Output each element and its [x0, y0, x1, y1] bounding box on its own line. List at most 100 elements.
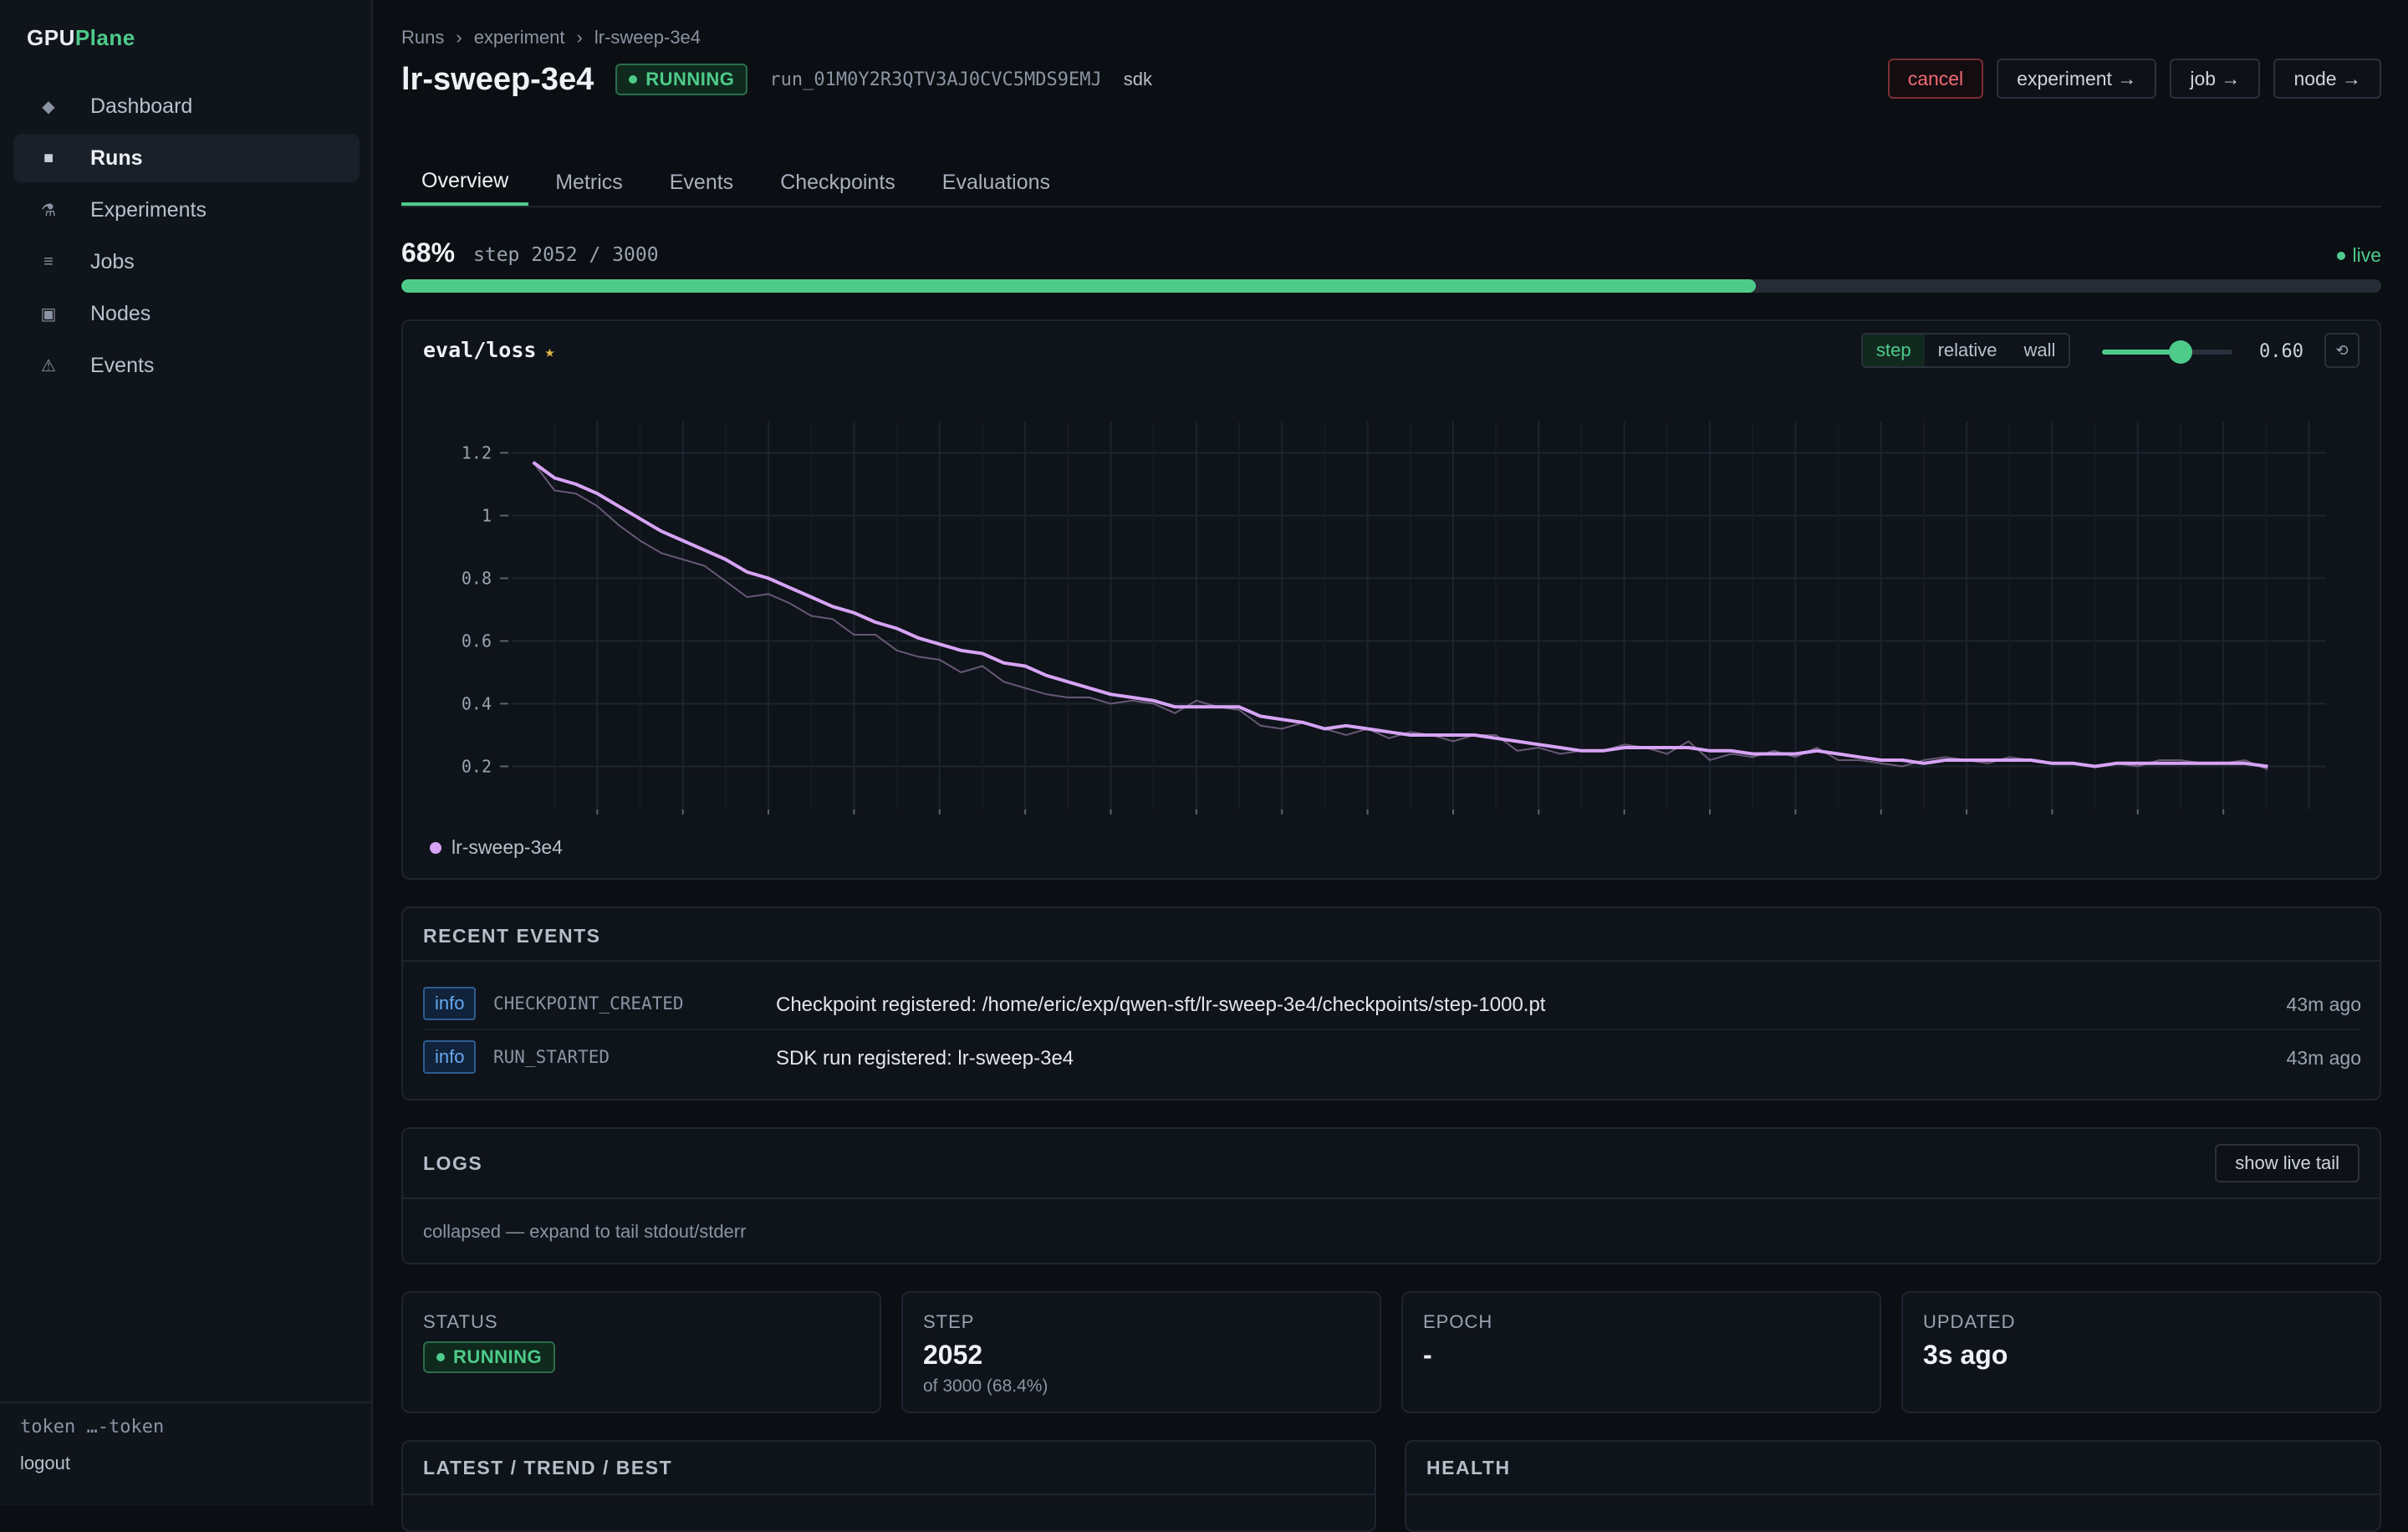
- event-row[interactable]: info CHECKPOINT_CREATED Checkpoint regis…: [423, 977, 2361, 1025]
- progress-summary: 68% step 2052 / 3000 live: [401, 237, 2381, 271]
- divider: [403, 960, 2380, 962]
- sidebar-item-label: Runs: [90, 146, 143, 170]
- progress-bar-fill: [401, 279, 1756, 293]
- tab-overview[interactable]: Overview: [401, 159, 529, 206]
- stat-label: UPDATED: [1923, 1311, 2016, 1332]
- status-badge-label: RUNNING: [645, 69, 735, 89]
- sidebar-item-jobs[interactable]: ≡ Jobs: [13, 237, 360, 286]
- event-row[interactable]: info RUN_STARTED SDK run registered: lr-…: [423, 1029, 2361, 1079]
- loss-chart[interactable]: 0.20.40.60.811.2100200300400500600700800…: [403, 380, 2380, 815]
- tab-metrics[interactable]: Metrics: [555, 170, 623, 194]
- status-badge-label: RUNNING: [453, 1346, 543, 1367]
- stat-label: STEP: [923, 1311, 975, 1332]
- x-mode-relative[interactable]: relative: [1937, 340, 1997, 360]
- logs-card: LOGS show live tail collapsed — expand t…: [401, 1127, 2381, 1264]
- recent-events-heading: RECENT EVENTS: [423, 925, 601, 947]
- event-type: RUN_STARTED: [493, 1047, 610, 1067]
- cancel-button[interactable]: cancel: [1887, 59, 1984, 99]
- node-icon: ▣: [40, 304, 57, 324]
- live-label: live: [2352, 244, 2381, 266]
- diamond-icon: ◆: [42, 97, 55, 116]
- app-logo[interactable]: GPUPlane: [27, 25, 135, 51]
- y-tick-label: 1.2: [462, 443, 492, 463]
- experiment-link-button[interactable]: experiment →: [1997, 59, 2157, 99]
- updated-stat-card: UPDATED 3s ago: [1901, 1291, 2381, 1413]
- page-title: lr-sweep-3e4: [401, 61, 594, 97]
- star-icon[interactable]: ★: [544, 341, 555, 361]
- sidebar-item-dashboard[interactable]: ◆ Dashboard: [13, 82, 360, 130]
- status-dot-icon: [629, 75, 638, 84]
- event-level-badge: info: [423, 1040, 477, 1074]
- stat-label: STATUS: [423, 1311, 498, 1332]
- tab-bar: Overview Metrics Events Checkpoints Eval…: [401, 159, 2381, 207]
- live-indicator: live: [2337, 244, 2381, 267]
- sidebar-item-events[interactable]: ⚠ Events: [13, 341, 360, 390]
- recent-events-card: RECENT EVENTS info CHECKPOINT_CREATED Ch…: [401, 906, 2381, 1100]
- sidebar-item-nodes[interactable]: ▣ Nodes: [13, 289, 360, 338]
- health-heading: HEALTH: [1426, 1457, 1511, 1478]
- logout-link[interactable]: logout: [20, 1453, 70, 1473]
- show-live-tail-button[interactable]: show live tail: [2215, 1144, 2360, 1182]
- job-link-button[interactable]: job →: [2170, 59, 2261, 99]
- list-icon: ≡: [43, 252, 54, 271]
- y-tick-label: 0.4: [462, 694, 492, 714]
- sidebar-item-runs[interactable]: ■ Runs: [13, 134, 360, 182]
- sidebar-item-label: Experiments: [90, 197, 207, 222]
- status-badge: RUNNING: [615, 64, 748, 95]
- event-time: 43m ago: [2286, 993, 2361, 1015]
- chart-title-label: eval/loss: [423, 338, 537, 362]
- smoothing-slider-fill: [2102, 350, 2181, 355]
- divider: [403, 1494, 1375, 1495]
- legend-label[interactable]: lr-sweep-3e4: [452, 836, 563, 858]
- legend-swatch: [430, 841, 441, 854]
- smoothing-value: 0.60: [2259, 341, 2303, 362]
- run-header: lr-sweep-3e4 RUNNING run_01M0Y2R3QTV3AJ0…: [401, 59, 1152, 100]
- event-time: 43m ago: [2286, 1047, 2361, 1069]
- header-actions: cancel experiment → job → node →: [1887, 59, 2381, 99]
- series-smoothed-line: [532, 461, 2268, 769]
- breadcrumb: Runs › experiment › lr-sweep-3e4: [401, 27, 701, 49]
- breadcrumb-runs[interactable]: Runs: [401, 27, 445, 48]
- latest-trend-best-card: LATEST / TREND / BEST: [401, 1440, 1376, 1532]
- sidebar-item-label: Jobs: [90, 249, 135, 273]
- sidebar: GPUPlane ◆ Dashboard ■ Runs ⚗ Experiments ≡…: [0, 0, 373, 1505]
- breadcrumb-separator: ›: [576, 27, 583, 48]
- live-dot-icon: [2337, 251, 2346, 260]
- run-id: run_01M0Y2R3QTV3AJ0CVC5MDS9EMJ: [769, 69, 1102, 90]
- event-type: CHECKPOINT_CREATED: [493, 993, 684, 1014]
- latest-trend-best-heading: LATEST / TREND / BEST: [423, 1457, 673, 1478]
- square-icon: ■: [43, 148, 54, 167]
- token-label: token …-token: [20, 1417, 165, 1438]
- event-level-badge: info: [423, 987, 477, 1020]
- x-mode-wall[interactable]: wall: [2023, 340, 2056, 360]
- series-raw-line: [532, 462, 2268, 771]
- smoothing-slider-handle[interactable]: [2168, 340, 2192, 364]
- sidebar-item-label: Events: [90, 353, 155, 377]
- x-mode-step[interactable]: step: [1863, 334, 1925, 366]
- y-tick-label: 0.8: [462, 569, 492, 589]
- status-badge: RUNNING: [423, 1341, 556, 1373]
- status-stat-card: STATUS RUNNING: [401, 1291, 881, 1413]
- stat-value: 3s ago: [1923, 1340, 2008, 1370]
- metric-chart-card: eval/loss ★ step relative wall 0.60 ⟲ 0.2…: [401, 319, 2381, 880]
- flask-icon: ⚗: [41, 201, 56, 220]
- tab-evaluations[interactable]: Evaluations: [941, 170, 1051, 194]
- smoothing-slider[interactable]: [2102, 340, 2232, 364]
- progress-percent: 68%: [401, 237, 456, 268]
- sidebar-item-label: Dashboard: [90, 94, 193, 118]
- status-dot-icon: [436, 1353, 445, 1361]
- sidebar-item-experiments[interactable]: ⚗ Experiments: [13, 186, 360, 234]
- breadcrumb-experiment[interactable]: experiment: [473, 27, 565, 48]
- epoch-stat-card: EPOCH -: [1401, 1291, 1881, 1413]
- logs-heading: LOGS: [423, 1152, 483, 1174]
- reset-zoom-icon[interactable]: ⟲: [2324, 333, 2360, 368]
- y-tick-label: 0.2: [462, 757, 492, 777]
- sidebar-divider: [0, 1402, 371, 1403]
- tab-events[interactable]: Events: [669, 170, 734, 194]
- logo-prefix: GPU: [27, 25, 75, 50]
- node-link-button[interactable]: node →: [2273, 59, 2381, 99]
- stat-subtext: of 3000 (68.4%): [923, 1376, 1048, 1396]
- tab-checkpoints[interactable]: Checkpoints: [780, 170, 895, 194]
- stat-value: 2052: [923, 1340, 983, 1370]
- breadcrumb-separator: ›: [456, 27, 462, 48]
